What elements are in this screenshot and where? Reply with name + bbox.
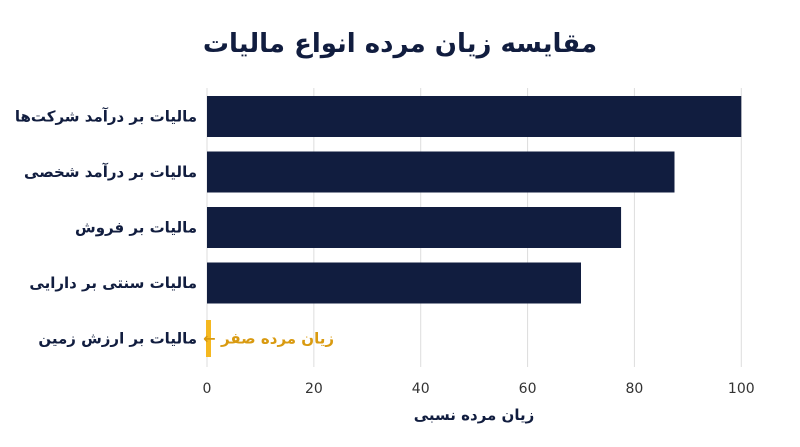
bar xyxy=(207,207,622,248)
zero-deadweight-annotation: زیان مرده صفر ← xyxy=(203,330,334,348)
category-labels: مالیات بر درآمد شرکت‌ها مالیات بر درآمد ش… xyxy=(15,108,197,348)
category-label: مالیات بر ارزش زمین xyxy=(38,330,197,348)
x-tick-label: 100 xyxy=(728,381,755,397)
x-tick-labels: 0 20 40 60 80 100 xyxy=(203,381,755,397)
bar xyxy=(207,262,581,304)
bar xyxy=(207,151,675,193)
x-tick-label: 40 xyxy=(412,381,430,397)
category-label: مالیات بر درآمد شخصی xyxy=(24,163,197,181)
bars xyxy=(206,96,742,357)
x-axis-label: زیان مرده نسبی xyxy=(414,406,535,424)
x-tick-label: 80 xyxy=(626,381,644,397)
x-tick-label: 0 xyxy=(203,381,212,397)
zero-bar-marker xyxy=(206,320,211,357)
category-label: مالیات سنتی بر دارایی xyxy=(29,274,197,292)
bar xyxy=(207,96,742,137)
category-label: مالیات بر فروش xyxy=(75,219,197,237)
x-tick-label: 60 xyxy=(519,381,537,397)
x-tick-label: 20 xyxy=(305,381,323,397)
chart-title: مقایسه زیان مرده انواع مالیات xyxy=(203,29,597,59)
category-label: مالیات بر درآمد شرکت‌ها xyxy=(15,108,197,126)
